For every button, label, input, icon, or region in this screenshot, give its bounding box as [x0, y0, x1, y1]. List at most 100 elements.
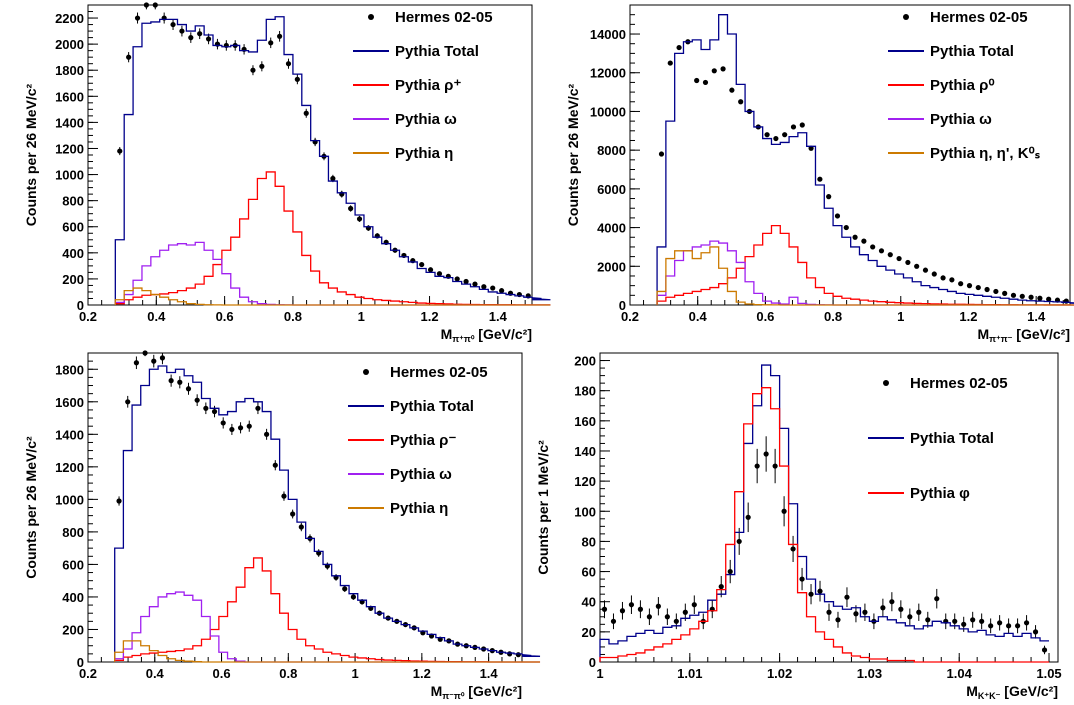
x-tick-label: 1.4: [489, 309, 508, 324]
data-point: [934, 596, 940, 602]
data-point: [925, 617, 931, 623]
data-point: [143, 2, 150, 8]
data-point: [246, 423, 252, 429]
data-point: [658, 151, 665, 157]
data-point: [949, 277, 955, 283]
data-point: [151, 358, 157, 364]
legend-label-rho: Pythia ρ⁻: [390, 432, 456, 449]
y-axis-title: Counts per 26 MeV/c²: [23, 436, 39, 579]
series-total-line: [114, 16, 551, 305]
x-axis-title: MK⁺K⁻ [GeV/c²]: [966, 683, 1058, 701]
data-point: [507, 651, 513, 657]
x-tick-label: 1.2: [413, 666, 431, 681]
y-tick-label: 10000: [590, 104, 626, 119]
y-tick-label: 2000: [55, 37, 84, 52]
legend-marker-data: [903, 14, 909, 20]
data-point: [250, 67, 256, 73]
y-axis-title: Counts per 1 MeV/c²: [535, 440, 551, 575]
data-point: [194, 397, 200, 403]
data-point: [799, 122, 805, 128]
x-tick-label: 1.05: [1036, 666, 1061, 681]
legend-label-phi: Pythia φ: [910, 485, 970, 502]
data-point: [997, 620, 1003, 626]
y-tick-label: 1200: [55, 460, 84, 475]
legend-label-omega: Pythia ω: [390, 466, 452, 483]
data-point: [142, 350, 148, 356]
data-point: [188, 35, 194, 41]
data-point: [490, 285, 496, 291]
data-point: [834, 213, 841, 219]
legend-label-eta: Pythia η: [395, 145, 453, 162]
data-point: [720, 66, 726, 72]
data-point: [117, 148, 123, 154]
legend-label-omega: Pythia ω: [395, 111, 457, 128]
data-point: [133, 360, 140, 366]
data-point: [619, 608, 626, 614]
y-tick-label: 200: [62, 622, 84, 637]
x-tick-label: 0.2: [79, 309, 97, 324]
legend-label-total: Pythia Total: [910, 430, 994, 447]
data-point: [177, 379, 183, 385]
series-eta-line: [114, 287, 551, 306]
data-point: [907, 614, 913, 620]
data-point: [1037, 295, 1043, 301]
x-axis-title: Mπ⁻π⁰ [GeV/c²]: [431, 683, 522, 701]
data-point: [896, 255, 902, 262]
data-point: [170, 21, 176, 28]
data-point: [1019, 293, 1025, 299]
data-point: [852, 234, 858, 240]
data-point: [281, 493, 287, 499]
data-point: [861, 238, 867, 244]
series-phi-line: [599, 387, 1050, 663]
data-point: [1063, 298, 1069, 304]
data-point: [211, 408, 218, 415]
data-point: [436, 271, 443, 277]
data-point: [835, 617, 841, 623]
data-point: [646, 614, 652, 620]
data-point: [259, 63, 265, 69]
x-tick-label: 0.4: [146, 666, 165, 681]
data-point: [272, 462, 278, 468]
data-point: [628, 602, 635, 608]
data-point: [826, 609, 832, 615]
y-tick-label: 200: [62, 272, 84, 287]
data-point: [878, 248, 885, 254]
data-point: [754, 463, 760, 469]
y-axis-title: Counts per 26 MeV/c²: [565, 83, 581, 226]
y-tick-label: 0: [589, 655, 596, 670]
data-point: [843, 224, 849, 231]
panel-top-left: 0.2 0.4 0.6 0.8 1 1.2 1.4 0 200 400 600 800 1000 1200…: [23, 2, 551, 344]
data-point: [970, 617, 976, 623]
data-point: [931, 271, 937, 277]
data-point: [1032, 629, 1039, 635]
data-point: [844, 594, 850, 600]
data-point: [205, 36, 212, 42]
x-axis-title: Mπ⁺π⁰ [GeV/c²]: [441, 326, 532, 344]
data-point: [961, 621, 967, 627]
data-point: [727, 568, 733, 575]
series-omega-line: [114, 241, 551, 306]
data-point: [348, 205, 354, 212]
data-point: [887, 252, 893, 258]
data-point: [782, 132, 788, 138]
data-point: [870, 244, 876, 250]
y-tick-label: 20: [582, 625, 596, 640]
y-tick-label: 800: [62, 194, 84, 209]
x-tick-label: 1.04: [947, 666, 973, 681]
data-point: [940, 275, 946, 281]
x-tick-label: 0.8: [284, 309, 302, 324]
data-point: [988, 623, 994, 629]
data-point: [463, 278, 469, 285]
data-point: [736, 538, 742, 545]
series-omega-line: [114, 591, 541, 663]
x-axis-title: Mπ⁺π⁻ [GeV/c²]: [977, 326, 1070, 344]
x-tick-label: 0.2: [621, 309, 639, 324]
y-tick-label: 400: [62, 246, 84, 261]
data-point: [1041, 647, 1048, 653]
y-tick-label: 4000: [597, 221, 626, 236]
data-point: [350, 594, 357, 600]
data-point: [889, 599, 895, 605]
y-tick-label: 40: [582, 595, 596, 610]
data-point: [255, 405, 261, 411]
data-point: [916, 609, 922, 615]
